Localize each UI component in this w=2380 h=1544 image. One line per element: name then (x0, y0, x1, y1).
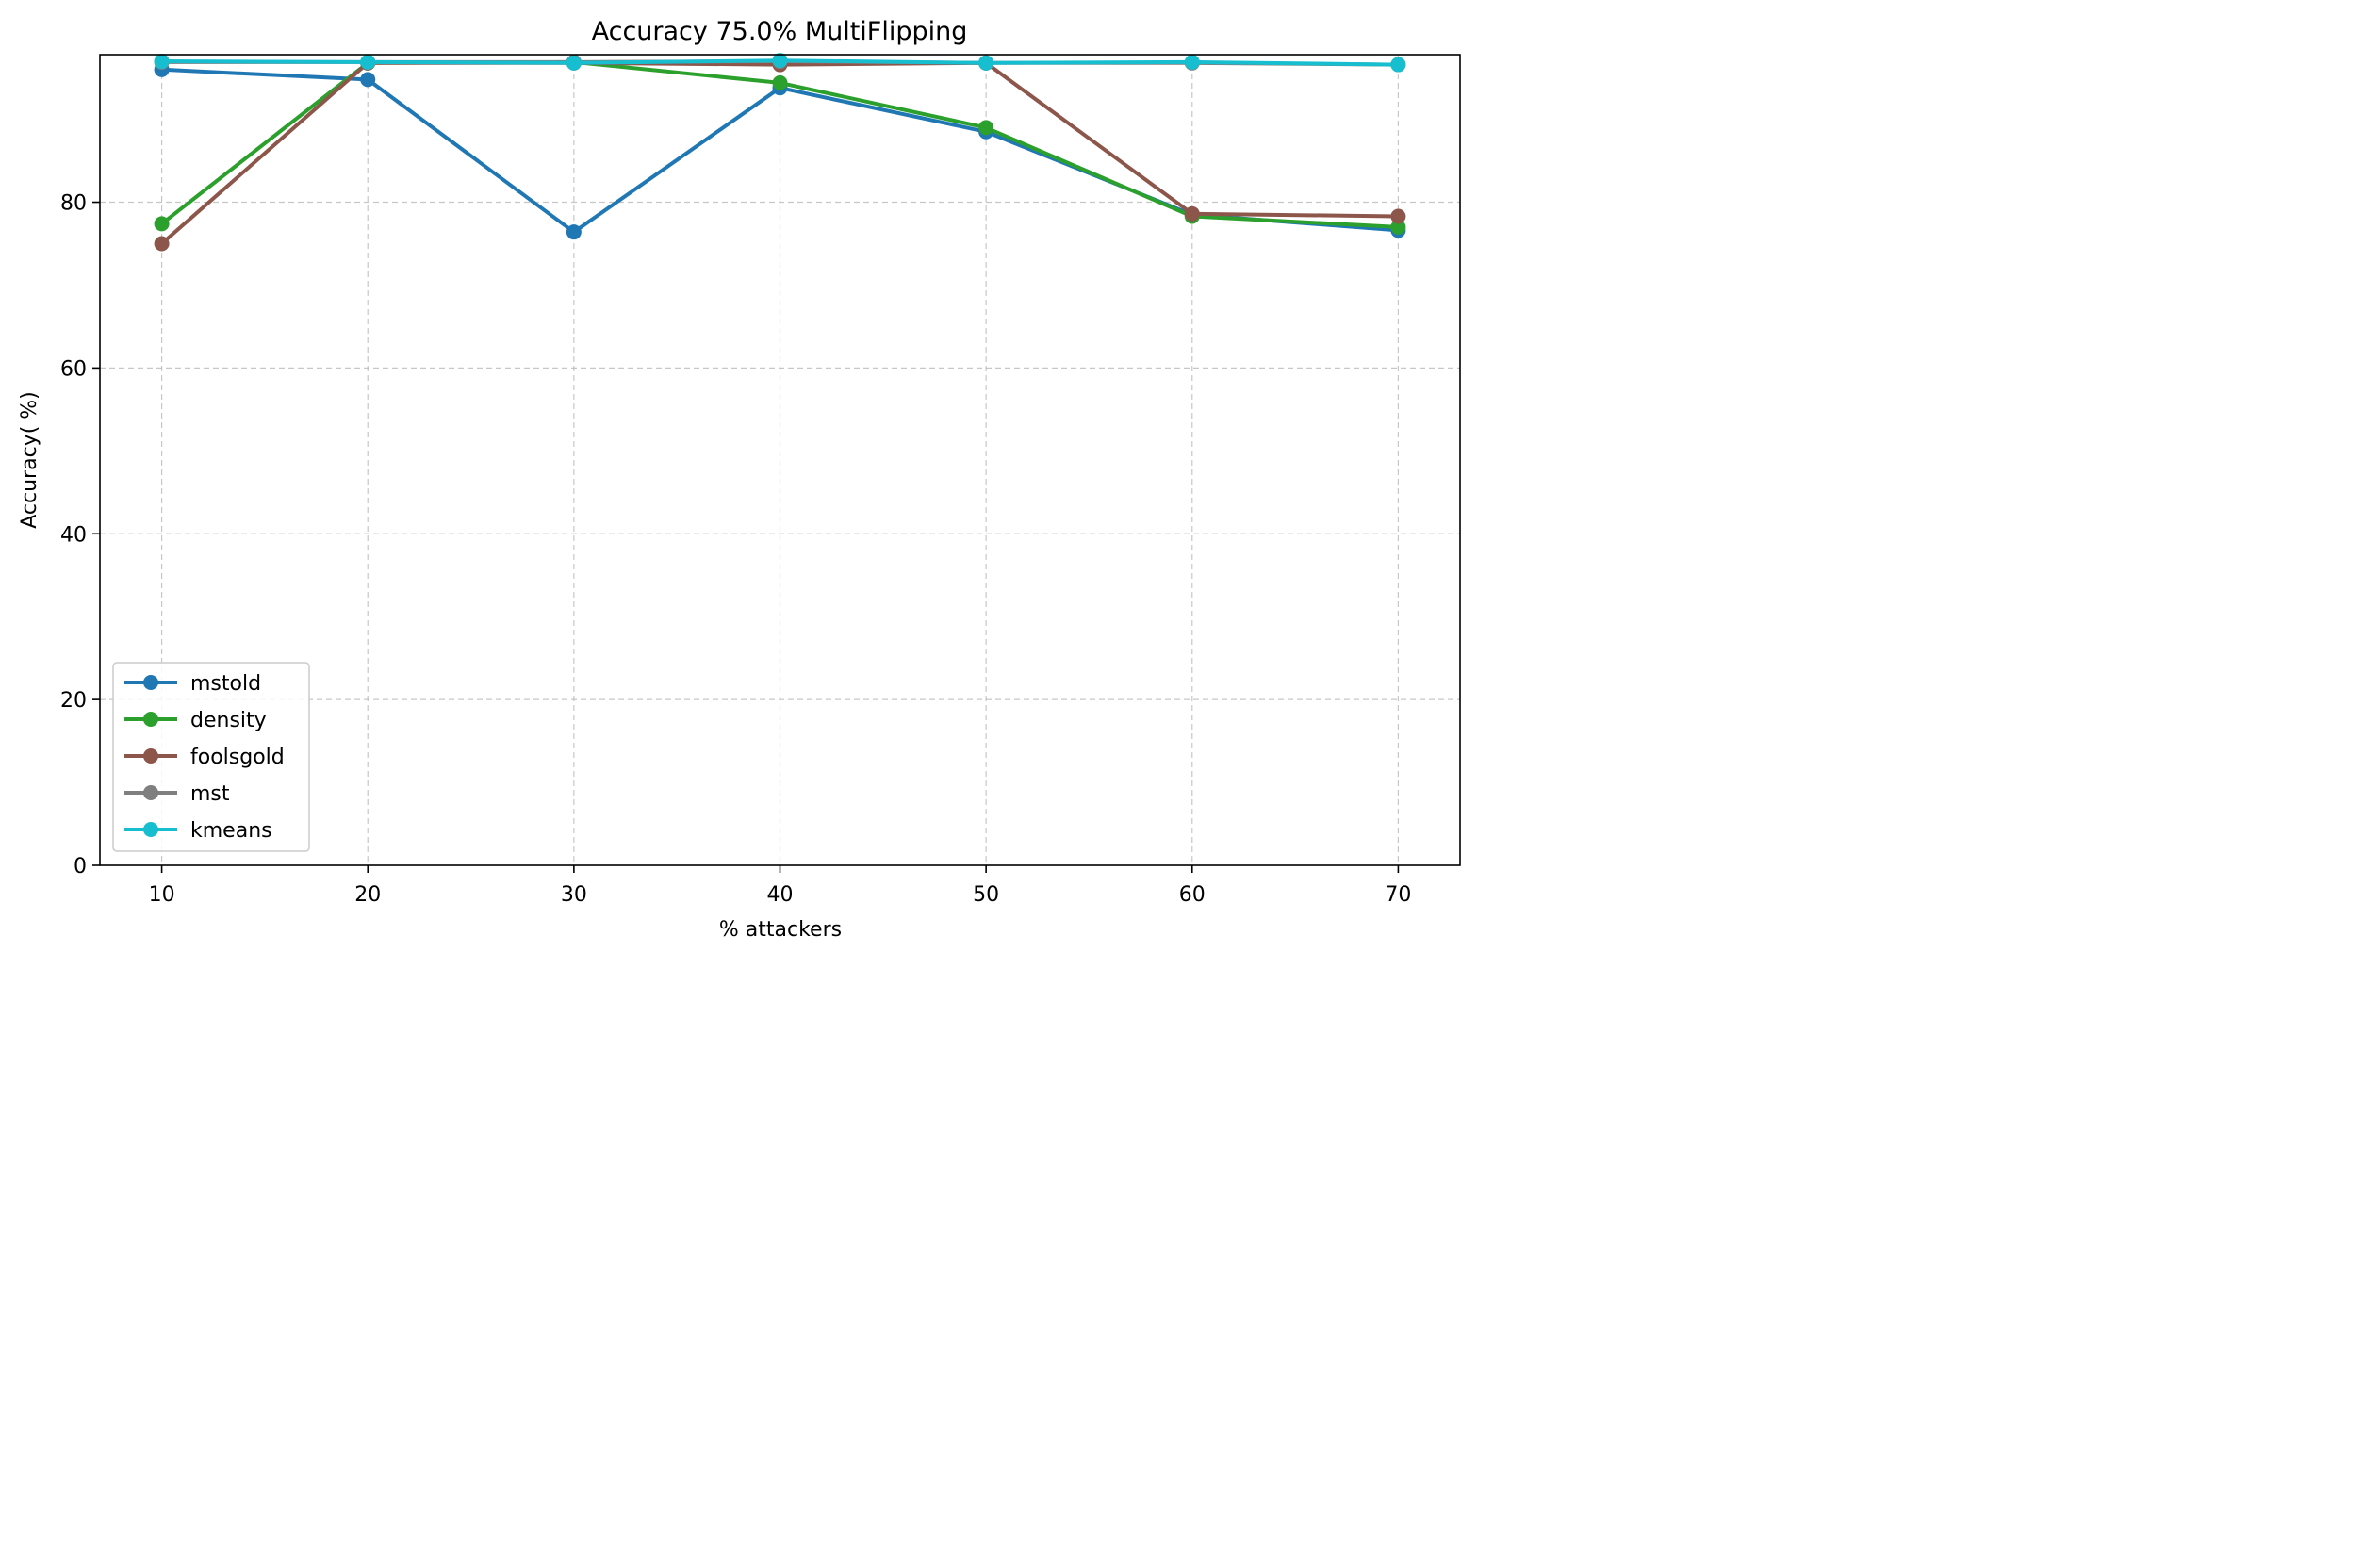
data-point-kmeans (978, 55, 994, 71)
y-axis-label: Accuracy( %) (18, 391, 41, 529)
x-tick-label: 20 (354, 883, 381, 907)
series-kmeans (154, 53, 1406, 73)
data-point-density (1390, 219, 1406, 235)
legend-label: mstold (190, 672, 261, 696)
legend-label: foolsgold (190, 746, 285, 769)
data-point-foolsgold (1390, 208, 1406, 224)
x-tick-label: 50 (973, 883, 999, 907)
data-point-mstold (360, 72, 376, 88)
legend-entry-kmeans: kmeans (124, 819, 272, 843)
legend-marker (143, 748, 158, 764)
series-layer (154, 53, 1406, 252)
data-point-kmeans (566, 55, 582, 71)
grid-lines (100, 55, 1460, 865)
data-point-density (772, 74, 788, 90)
legend-box (112, 662, 310, 852)
x-tick-label: 40 (767, 883, 794, 907)
legend-marker (143, 822, 158, 837)
y-tick-label: 20 (60, 689, 87, 713)
x-tick-label: 60 (1179, 883, 1206, 907)
axis-ticks: 10 20 30 40 50 60 70 0 20 40 60 80 (60, 192, 1411, 907)
legend-label: density (190, 709, 267, 732)
data-point-kmeans (1390, 57, 1406, 73)
data-point-foolsgold (154, 236, 170, 252)
data-point-kmeans (1184, 54, 1200, 70)
line-chart: Accuracy 75.0% MultiFlipping 10 20 30 40 50 6… (0, 0, 1479, 960)
chart-title: Accuracy 75.0% MultiFlipping (592, 17, 968, 46)
x-tick-label: 70 (1385, 883, 1411, 907)
legend-marker (143, 785, 158, 800)
y-tick-label: 80 (60, 192, 87, 216)
data-point-mstold (566, 224, 582, 240)
x-axis-label: % attackers (719, 918, 842, 942)
y-tick-label: 40 (60, 523, 87, 547)
legend-label: mst (190, 782, 230, 806)
data-point-kmeans (772, 53, 788, 69)
legend: mstold density foolsgold mst kmeans (112, 662, 310, 852)
legend-entry-mst: mst (124, 782, 230, 806)
y-tick-label: 0 (74, 855, 87, 879)
legend-marker (143, 712, 158, 727)
x-tick-label: 30 (561, 883, 587, 907)
legend-marker (143, 675, 158, 690)
x-tick-label: 10 (149, 883, 175, 907)
data-point-density (978, 120, 994, 136)
legend-label: kmeans (190, 819, 272, 843)
y-tick-label: 60 (60, 357, 87, 381)
data-point-density (154, 216, 170, 232)
legend-entry-density: density (124, 709, 267, 732)
data-point-kmeans (360, 54, 376, 70)
legend-entry-foolsgold: foolsgold (124, 746, 285, 769)
legend-entry-mstold: mstold (124, 672, 261, 696)
data-point-foolsgold (1184, 205, 1200, 222)
data-point-kmeans (154, 54, 170, 70)
